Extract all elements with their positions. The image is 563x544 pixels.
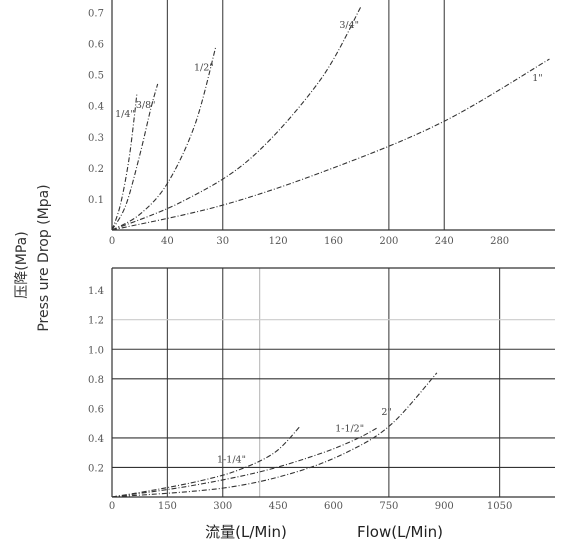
x-tick-label: 1050	[487, 501, 512, 512]
y-tick-label: 0.8	[88, 375, 104, 386]
series-line	[111, 58, 550, 231]
y-tick-label: 1.0	[88, 345, 104, 356]
upper-chart-panel: 0.1 0.2 0.3 0.4 0.5 0.6 0.7 0 40 30 120 160 200 240 28…	[88, 0, 555, 247]
y-axis-label-en: Press ure Drop (Mpa)	[36, 184, 52, 331]
y-tick-label: 0.3	[88, 133, 104, 144]
series-line	[111, 372, 438, 498]
y-tick-label: 0.6	[88, 404, 104, 415]
x-tick-label: 40	[161, 236, 174, 247]
x-tick-label: 900	[435, 501, 454, 512]
y-tick-label: 1.2	[88, 316, 104, 327]
series-line	[111, 427, 379, 498]
x-tick-label: 600	[324, 501, 343, 512]
series-label: 3/4"	[339, 20, 359, 31]
x-axis-label-en: Flow(L/Min)	[357, 523, 443, 541]
y-tick-label: 0.4	[88, 102, 104, 113]
x-tick-label: 450	[269, 501, 288, 512]
x-tick-label: 120	[269, 236, 288, 247]
series-label: 3/8"	[136, 100, 156, 111]
x-tick-label: 300	[213, 501, 232, 512]
y-tick-label: 0.5	[88, 71, 104, 82]
series-label: 1"	[532, 73, 542, 84]
series-line	[111, 83, 159, 231]
x-tick-label: 30	[216, 236, 229, 247]
x-tick-label: 240	[435, 236, 454, 247]
x-tick-label: 0	[109, 236, 115, 247]
series-line	[111, 93, 138, 231]
series-label: 1-1/4"	[217, 454, 246, 465]
y-tick-label: 0.6	[88, 40, 104, 51]
series-label: 1/2"	[194, 63, 214, 74]
y-tick-label: 0.2	[88, 463, 104, 474]
y-tick-label: 0.7	[88, 8, 104, 19]
x-tick-label: 0	[109, 501, 115, 512]
y-axis-label-cn: 压降(MPa)	[14, 231, 30, 298]
series-line	[111, 425, 301, 498]
x-tick-label: 280	[490, 236, 509, 247]
series-label: 1-1/2"	[335, 423, 364, 434]
y-tick-label: 1.4	[88, 286, 104, 297]
series-label: 2"	[381, 407, 391, 418]
x-tick-label: 750	[379, 501, 398, 512]
y-tick-label: 0.4	[88, 434, 104, 445]
x-tick-label: 200	[379, 236, 398, 247]
series-label: 1/4"	[115, 109, 135, 120]
x-tick-label: 160	[324, 236, 343, 247]
x-axis-label-cn: 流量(L/Min)	[205, 523, 287, 541]
y-tick-label: 0.1	[88, 195, 104, 206]
x-tick-label: 150	[158, 501, 177, 512]
series-line	[111, 5, 362, 231]
series-line	[111, 46, 217, 231]
y-tick-label: 0.2	[88, 164, 104, 175]
lower-chart-panel: 0.2 0.4 0.6 0.8 1.0 1.2 1.4 0 150 300 450 600 750 900…	[88, 267, 555, 512]
